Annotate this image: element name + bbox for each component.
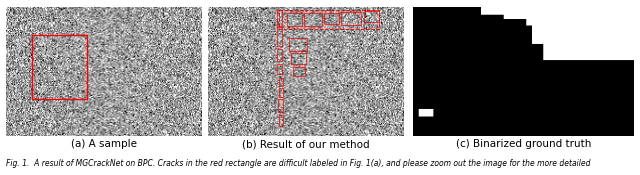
- Bar: [324, 13, 339, 24]
- Bar: [292, 67, 305, 76]
- Bar: [278, 10, 379, 29]
- Text: (a) A sample: (a) A sample: [71, 139, 137, 149]
- Bar: [287, 13, 301, 26]
- Bar: [276, 27, 282, 46]
- Bar: [364, 11, 379, 22]
- Text: Fig. 1.  A result of MGCrackNet on BPC. Cracks in the red rectangle are difficul: Fig. 1. A result of MGCrackNet on BPC. C…: [6, 159, 591, 168]
- Bar: [340, 12, 361, 25]
- Bar: [278, 116, 283, 126]
- Bar: [278, 99, 283, 112]
- Bar: [276, 64, 282, 74]
- Text: (b) Result of our method: (b) Result of our method: [242, 139, 369, 149]
- Bar: [291, 53, 306, 64]
- Bar: [32, 34, 87, 99]
- Text: (c) Binarized ground truth: (c) Binarized ground truth: [456, 139, 591, 149]
- Bar: [278, 89, 283, 97]
- Bar: [303, 13, 322, 26]
- Bar: [276, 48, 282, 61]
- Bar: [276, 10, 282, 26]
- Bar: [278, 78, 283, 86]
- Bar: [289, 38, 307, 51]
